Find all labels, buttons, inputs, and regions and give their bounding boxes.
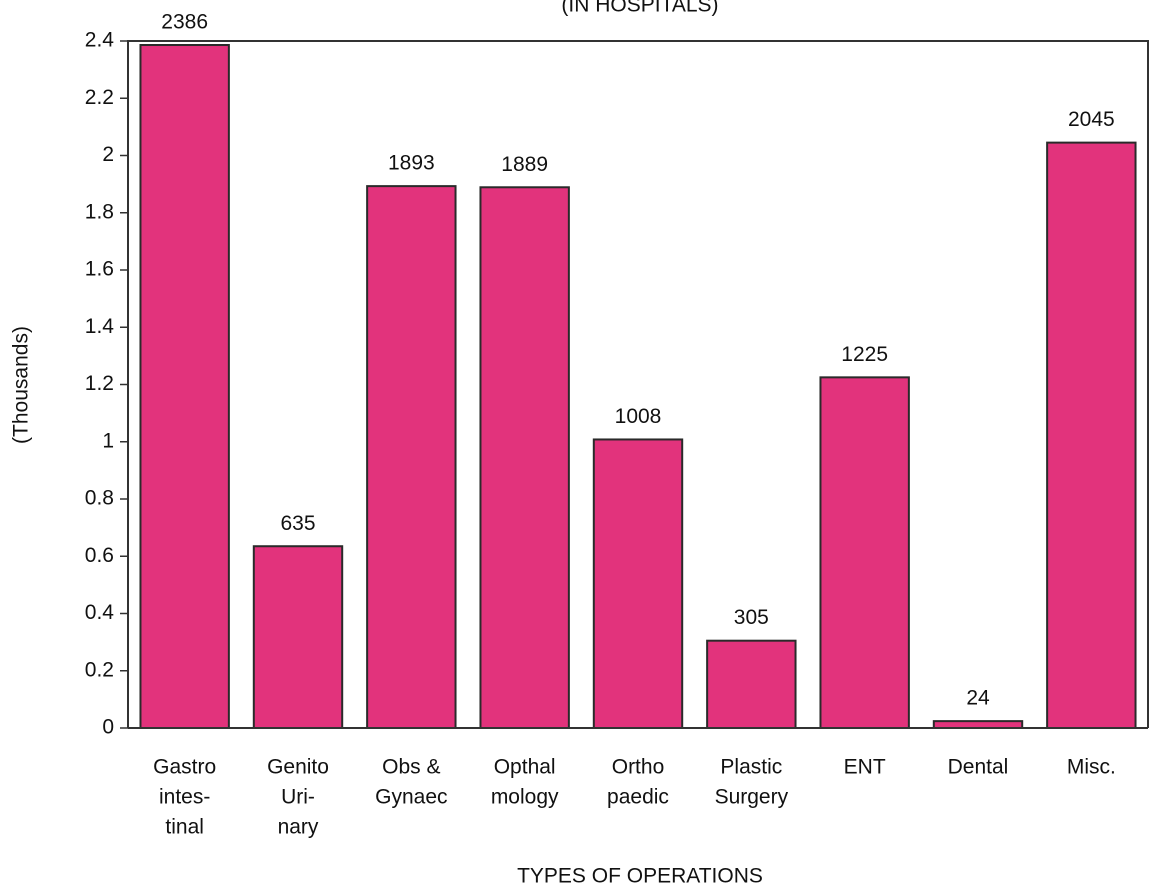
x-tick-label: Dental [948,756,1009,779]
x-tick-label: Genito [267,756,329,779]
y-tick-label: 2 [102,143,114,166]
value-label: 1893 [388,152,435,175]
value-label: 24 [966,687,990,710]
value-label: 635 [280,512,315,535]
y-tick-label: 1.6 [85,258,114,281]
value-label: 1008 [615,405,662,428]
y-axis-label: (Thousands) [10,326,33,444]
y-tick-label: 1.8 [85,200,114,223]
x-tick-label: Uri- [281,786,315,809]
y-tick-label: 2.2 [85,86,114,109]
bar [819,376,910,729]
x-tick-label: Surgery [715,786,789,809]
y-tick-label: 0.2 [85,658,114,681]
x-tick-label: intes- [159,786,210,809]
x-tick-label: Opthal [494,756,556,779]
x-tick-label: ENT [844,756,886,779]
x-tick-label: Misc. [1067,756,1116,779]
bar [252,545,344,730]
y-tick-label: 0.8 [85,487,114,510]
x-tick-label: Gastro [153,756,216,779]
x-tick-label: nary [278,816,319,839]
bar [706,639,797,729]
value-label: 305 [734,606,769,629]
chart-subtitle: (IN HOSPITALS) [561,0,718,17]
bar [479,186,570,729]
y-tick-label: 1 [102,429,114,452]
x-tick-label: mology [491,786,559,809]
value-label: 1225 [841,343,888,366]
bar [592,438,684,729]
y-tick-label: 1.2 [85,372,114,395]
x-tick-label: Ortho [612,756,665,779]
y-tick-label: 1.4 [85,315,115,338]
bar [139,44,230,729]
x-axis-label: TYPES OF OPERATIONS [517,865,763,888]
value-label: 1889 [501,153,548,176]
x-tick-label: tinal [165,816,204,839]
x-tick-label: Obs & [382,756,440,779]
bar [366,185,457,730]
y-tick-label: 0.4 [85,601,115,624]
bar [932,720,1024,730]
bar [1046,141,1137,729]
x-tick-label: paedic [607,786,669,809]
y-tick-label: 0 [102,716,114,739]
value-label: 2386 [161,11,208,34]
x-tick-label: Gynaec [375,786,447,809]
value-label: 2045 [1068,108,1115,131]
y-tick-label: 2.4 [85,29,115,52]
y-tick-label: 0.6 [85,544,114,567]
x-tick-label: Plastic [720,756,782,779]
